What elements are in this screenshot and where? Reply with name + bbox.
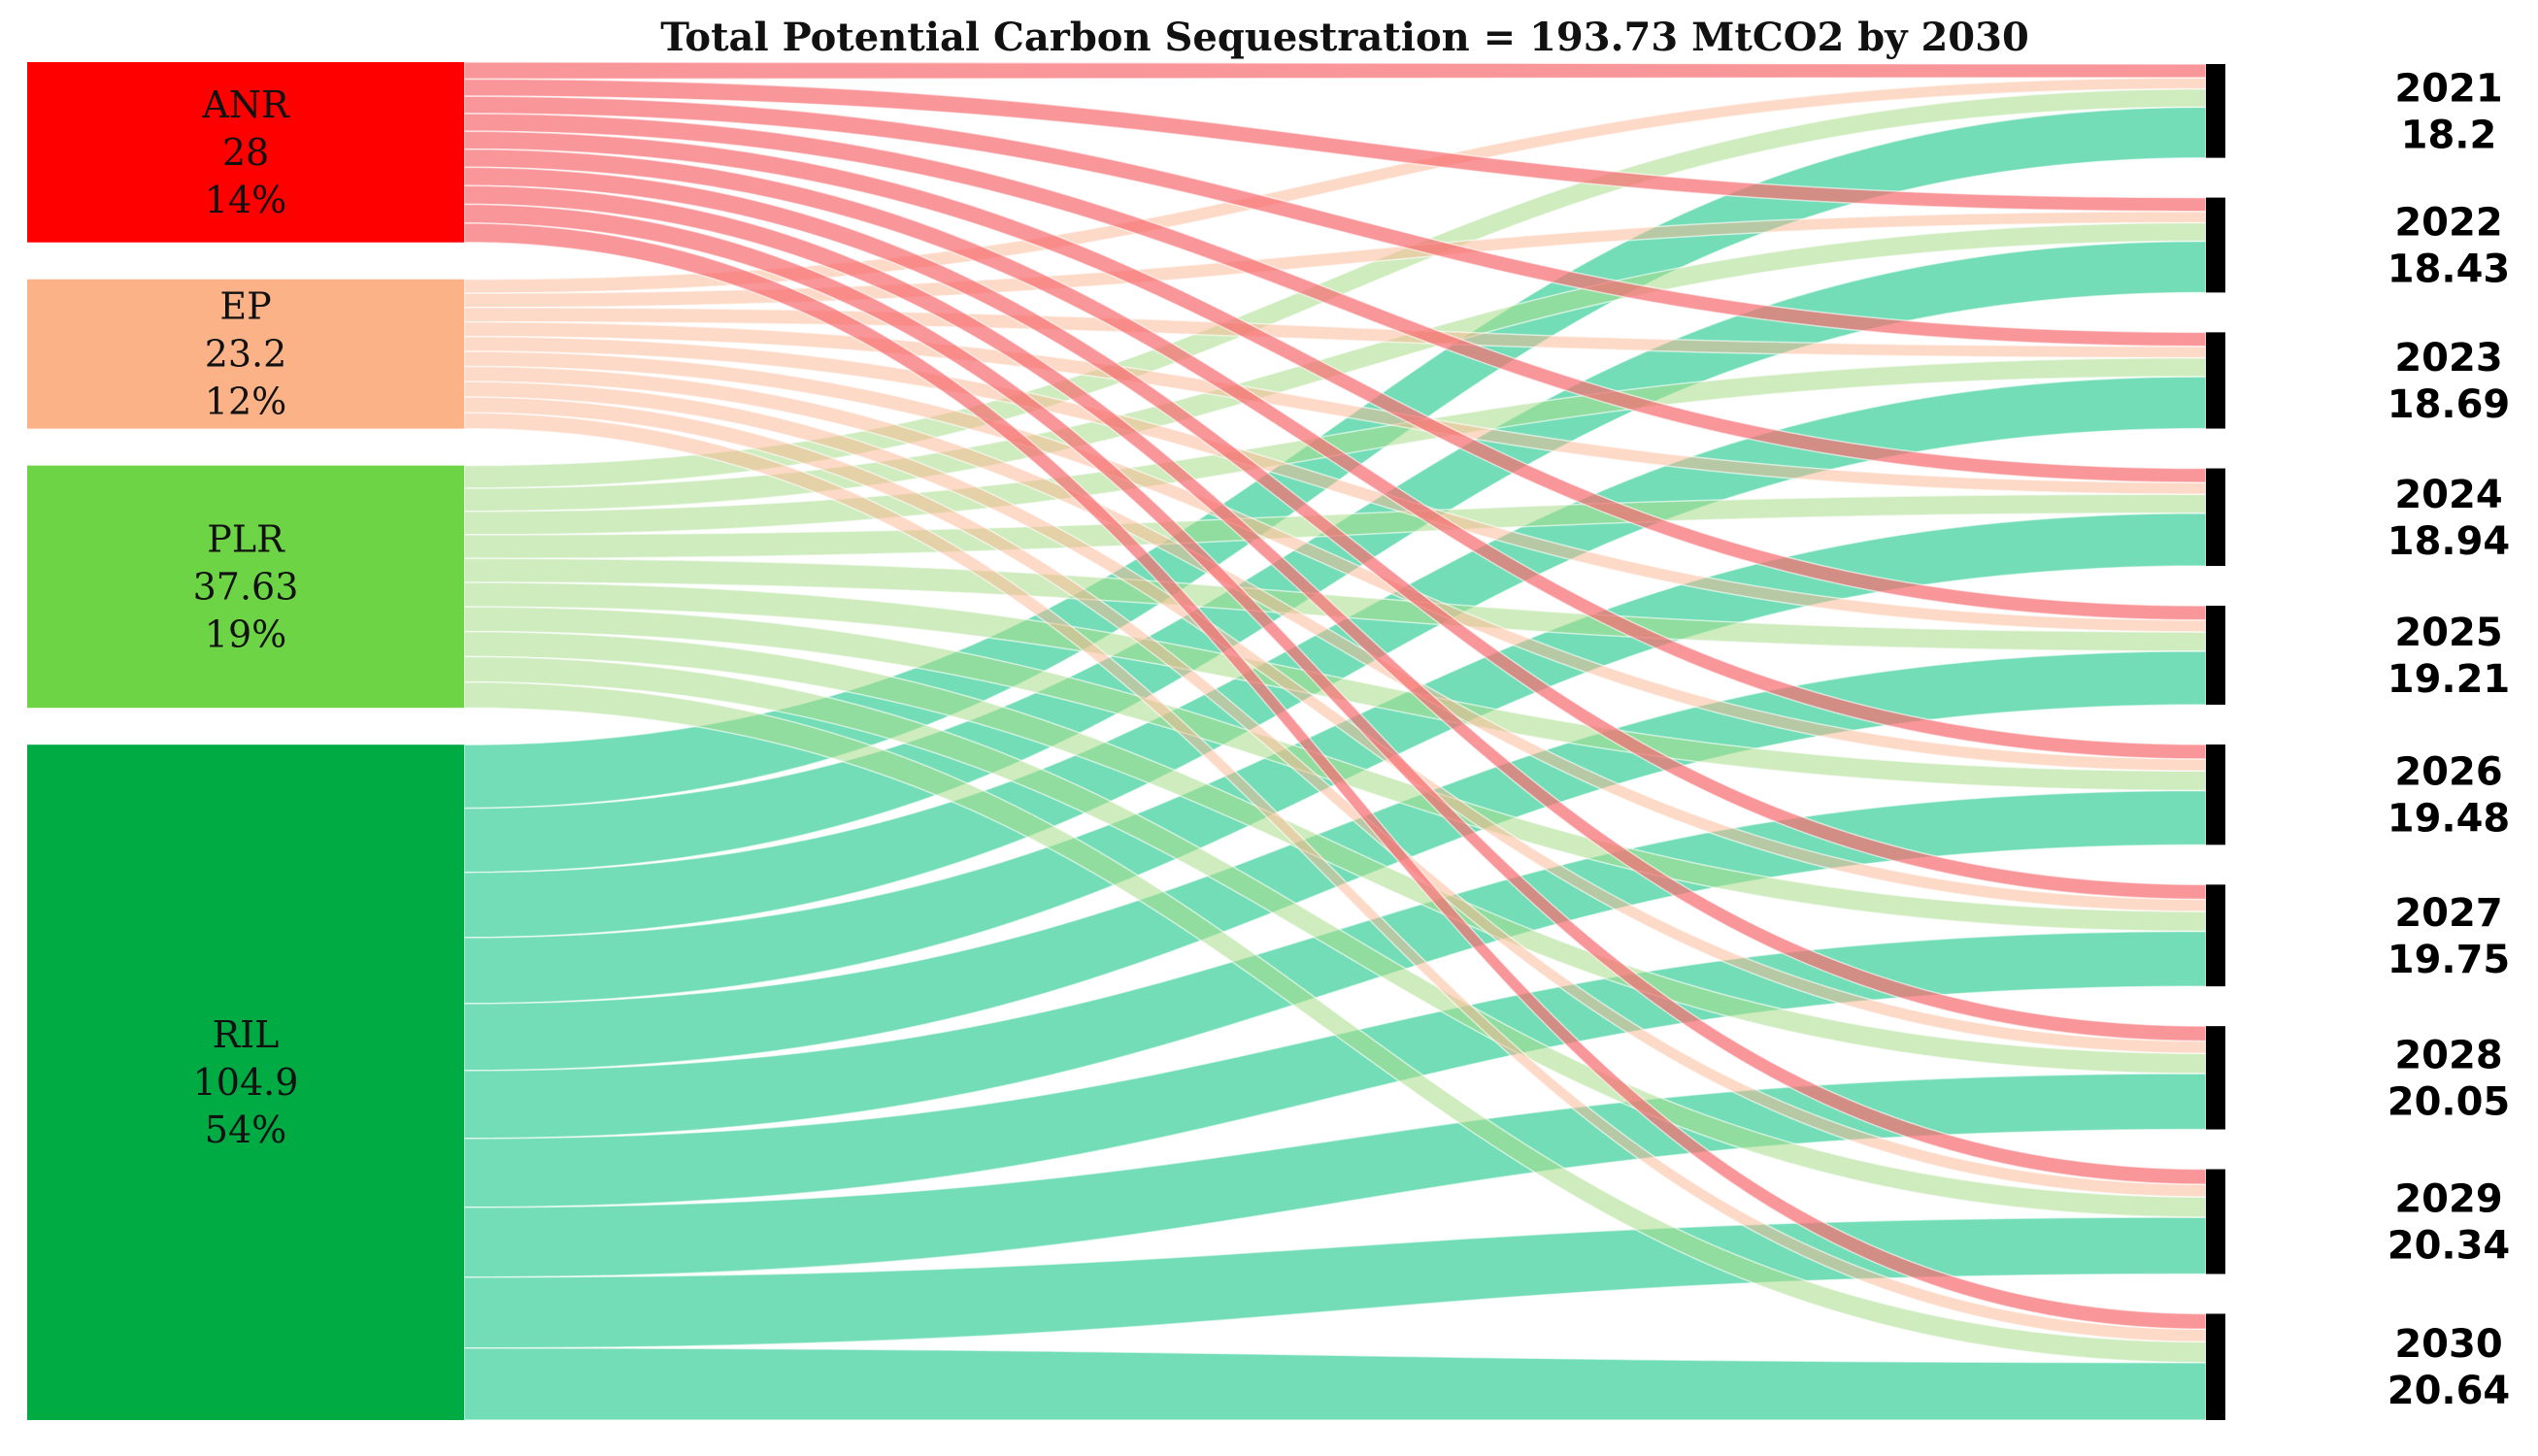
target-value-label: 19.21 bbox=[2388, 657, 2511, 702]
source-node-ep bbox=[27, 279, 464, 429]
target-value-label: 20.34 bbox=[2388, 1224, 2511, 1269]
flow-ril-2024 bbox=[463, 512, 2207, 1005]
target-value-label: 19.48 bbox=[2388, 797, 2511, 842]
target-year-label: 2021 bbox=[2394, 66, 2502, 111]
source-name-label: ANR bbox=[201, 83, 290, 126]
flow-anr-2021 bbox=[463, 61, 2207, 81]
target-nodes: 202118.2202218.43202318.69202418.9420251… bbox=[2206, 64, 2510, 1420]
target-node-2026 bbox=[2206, 744, 2225, 845]
source-name-label: RIL bbox=[213, 1013, 280, 1056]
target-value-label: 20.05 bbox=[2388, 1079, 2511, 1124]
source-name-label: EP bbox=[219, 285, 271, 328]
chart-title: Total Potential Carbon Sequestration = 1… bbox=[660, 15, 2029, 60]
target-node-2024 bbox=[2206, 468, 2225, 567]
target-node-2021 bbox=[2206, 64, 2225, 158]
source-value-label: 104.9 bbox=[193, 1061, 299, 1104]
source-node-plr bbox=[27, 465, 464, 709]
flow-ril-2029 bbox=[463, 1216, 2207, 1349]
target-value-label: 20.64 bbox=[2388, 1369, 2511, 1413]
target-year-label: 2024 bbox=[2394, 473, 2502, 517]
target-year-label: 2025 bbox=[2394, 611, 2502, 655]
target-year-label: 2022 bbox=[2394, 200, 2502, 245]
target-year-label: 2030 bbox=[2394, 1322, 2502, 1367]
source-share-label: 54% bbox=[205, 1109, 286, 1151]
source-value-label: 37.63 bbox=[193, 565, 299, 608]
target-value-label: 18.43 bbox=[2388, 247, 2511, 291]
target-year-label: 2023 bbox=[2394, 336, 2502, 381]
target-value-label: 18.2 bbox=[2401, 113, 2497, 157]
target-node-2022 bbox=[2206, 197, 2225, 293]
source-value-label: 28 bbox=[222, 131, 269, 174]
target-node-2029 bbox=[2206, 1169, 2225, 1274]
flow-ril-2028 bbox=[463, 1073, 2207, 1278]
source-share-label: 12% bbox=[205, 381, 286, 423]
target-node-2030 bbox=[2206, 1313, 2225, 1420]
target-year-label: 2027 bbox=[2394, 891, 2502, 936]
target-year-label: 2026 bbox=[2394, 750, 2502, 795]
source-node-anr bbox=[27, 62, 464, 243]
source-share-label: 19% bbox=[205, 612, 286, 655]
target-node-2028 bbox=[2206, 1026, 2225, 1130]
source-node-ril bbox=[27, 745, 464, 1420]
target-year-label: 2029 bbox=[2394, 1177, 2502, 1222]
source-value-label: 23.2 bbox=[205, 333, 287, 376]
target-node-2025 bbox=[2206, 606, 2225, 705]
source-name-label: PLR bbox=[207, 517, 285, 560]
target-year-label: 2028 bbox=[2394, 1033, 2502, 1077]
target-node-2027 bbox=[2206, 884, 2225, 987]
target-value-label: 18.69 bbox=[2388, 382, 2511, 427]
target-value-label: 19.75 bbox=[2388, 938, 2511, 982]
target-value-label: 18.94 bbox=[2388, 519, 2511, 564]
source-share-label: 14% bbox=[205, 179, 286, 221]
flow-links bbox=[463, 61, 2207, 1421]
target-node-2023 bbox=[2206, 332, 2225, 429]
flow-ril-2030 bbox=[463, 1347, 2207, 1421]
